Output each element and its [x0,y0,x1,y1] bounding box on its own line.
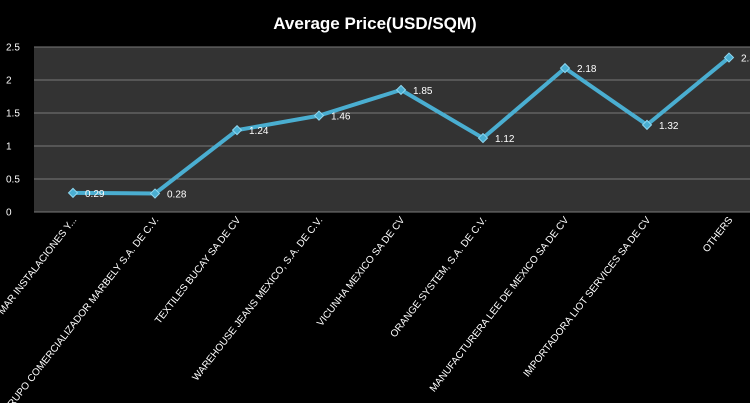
data-label: 1.24 [249,126,269,137]
data-point-marker [723,52,735,63]
y-tick-label: 2.5 [6,43,20,54]
data-point-marker [395,84,407,96]
chart-title: Average Price(USD/SQM) [273,14,476,33]
data-label: 0.28 [167,190,187,201]
data-label: 2.34 [741,54,750,65]
data-point-marker [231,124,243,136]
gridlines [34,46,750,213]
y-tick-label: 1 [6,142,12,153]
data-label: 1.32 [659,121,679,132]
data-label: 0.29 [85,189,105,200]
y-tick-label: 2 [6,76,12,87]
y-tick-label: 0 [6,208,12,219]
data-labels: 0.29 0.28 1.24 1.46 1.85 1.12 2.18 1.32 2.34 [85,54,750,201]
data-point-marker [313,110,325,121]
data-label: 2.18 [577,64,597,75]
y-tick-label: 1.5 [6,109,20,120]
y-tick-label: 0.5 [6,175,20,186]
data-point-marker [149,188,161,199]
y-axis-ticks: 0 0.5 1 1.5 2 2.5 [6,43,20,219]
data-point-marker [67,187,79,199]
data-label: 1.12 [495,134,515,145]
data-label: 1.46 [331,112,351,123]
plot-area [34,47,750,212]
data-point-marker [477,132,489,144]
series [67,52,735,199]
data-point-marker [641,119,653,131]
data-label: 1.85 [413,86,433,97]
data-point-marker [559,62,571,74]
